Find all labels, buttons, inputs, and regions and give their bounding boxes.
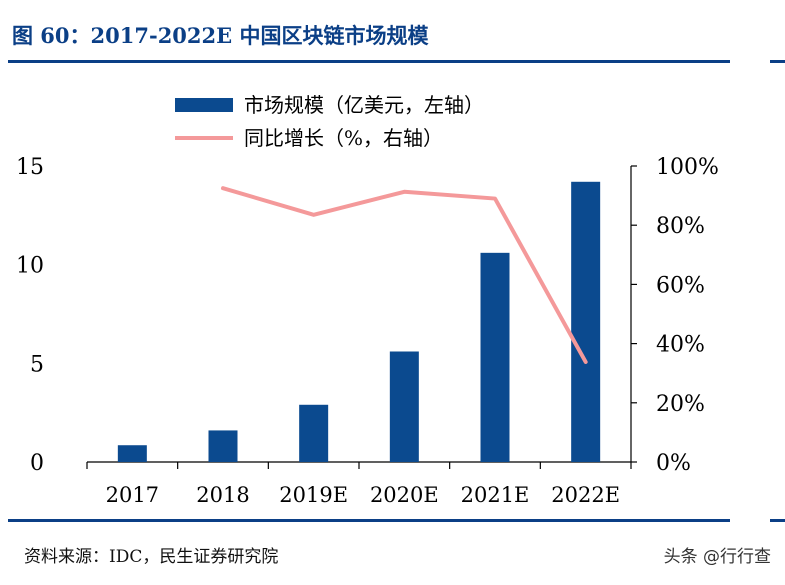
bar-2020E <box>389 351 419 462</box>
axes: 0 5 10 15 0% 20% 40% 60% 80% 100% 2017 2018 2019E 202… <box>16 155 719 507</box>
legend: 市场规模（亿美元，左轴） 同比增长（%，右轴） <box>175 93 484 150</box>
right-tick-label: 0% <box>656 451 691 476</box>
left-tick-label: 15 <box>16 155 44 180</box>
legend-bar-swatch <box>175 98 233 112</box>
x-tick-label: 2021E <box>461 483 530 507</box>
legend-bar-label: 市场规模（亿美元，左轴） <box>244 93 484 117</box>
growth-line <box>221 186 588 364</box>
left-tick-label: 0 <box>30 451 44 476</box>
top-rule-end <box>770 60 785 63</box>
right-tick-label: 100% <box>656 155 719 180</box>
legend-line-label: 同比增长（%，右轴） <box>244 126 443 150</box>
right-tick-label: 40% <box>656 333 705 358</box>
right-tick-label: 60% <box>656 273 705 298</box>
figure-title: 图 60：2017-2022E 中国区块链市场规模 <box>12 23 429 48</box>
x-tick-label: 2017 <box>106 483 159 507</box>
bottom-rule <box>8 519 730 522</box>
bar-2017 <box>117 445 147 462</box>
top-rule <box>8 60 730 63</box>
bottom-rule-end <box>770 519 785 522</box>
source-note: 资料来源：IDC，民生证券研究院 <box>24 547 279 567</box>
x-tick-label: 2018 <box>196 483 249 507</box>
bar-2021E <box>480 252 510 462</box>
left-tick-label: 5 <box>30 352 44 377</box>
left-tick-label: 10 <box>16 254 44 279</box>
line-series <box>221 186 588 364</box>
bar-2018 <box>208 430 238 462</box>
bar-2022E <box>571 181 601 462</box>
right-tick-label: 80% <box>656 214 705 239</box>
bar-series <box>117 181 601 462</box>
x-tick-label: 2022E <box>551 483 620 507</box>
corner-watermark: 头条 @行行查 <box>663 547 771 567</box>
right-tick-label: 20% <box>656 392 705 417</box>
x-tick-label: 2020E <box>370 483 439 507</box>
x-tick-label: 2019E <box>279 483 348 507</box>
bar-2019E <box>299 404 329 462</box>
